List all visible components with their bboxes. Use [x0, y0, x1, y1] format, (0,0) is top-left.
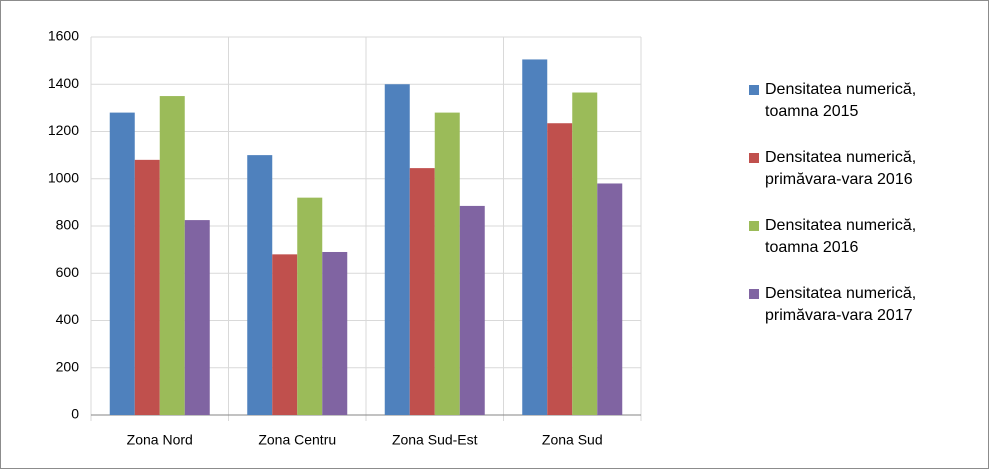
- y-tick-label: 200: [56, 358, 80, 374]
- bar: [522, 59, 548, 415]
- y-tick-label: 800: [56, 217, 80, 233]
- bar: [597, 183, 623, 415]
- bar: [134, 159, 160, 415]
- bar: [159, 96, 185, 415]
- legend-swatch: [749, 289, 759, 299]
- y-tick-label: 1600: [48, 28, 79, 44]
- bar: [409, 168, 435, 415]
- bar: [384, 84, 410, 415]
- legend-label: Densitatea numerică, toamna 2015: [765, 81, 917, 120]
- x-tick-label: Zona Sud-Est: [392, 432, 478, 448]
- bar: [109, 112, 135, 415]
- bar: [247, 155, 273, 415]
- legend-item: Densitatea numerică, primăvara-vara 2016: [749, 147, 979, 215]
- y-tick-label: 0: [71, 406, 79, 422]
- legend-item: Densitatea numerică, toamna 2016: [749, 215, 979, 283]
- y-tick-label: 600: [56, 264, 80, 280]
- legend-swatch: [749, 153, 759, 163]
- y-tick-label: 1200: [48, 122, 79, 138]
- legend-label: Densitatea numerică, primăvara-vara 2017: [765, 285, 917, 324]
- bar: [547, 123, 573, 415]
- x-tick-label: Zona Nord: [127, 432, 193, 448]
- y-tick-label: 1000: [48, 169, 79, 185]
- legend-swatch: [749, 85, 759, 95]
- bar: [322, 251, 348, 415]
- legend-label: Densitatea numerică, toamna 2016: [765, 217, 917, 256]
- bar: [459, 205, 485, 415]
- x-tick-label: Zona Centru: [258, 432, 336, 448]
- legend-swatch: [749, 221, 759, 231]
- x-tick-label: Zona Sud: [542, 432, 603, 448]
- y-tick-label: 400: [56, 311, 80, 327]
- bar: [572, 92, 598, 416]
- legend: Densitatea numerică, toamna 2015 Densitat…: [749, 79, 979, 351]
- bar: [434, 112, 460, 415]
- legend-item: Densitatea numerică, primăvara-vara 2017: [749, 283, 979, 351]
- y-tick-label: 1400: [48, 75, 79, 91]
- legend-item: Densitatea numerică, toamna 2015: [749, 79, 979, 147]
- bar: [297, 197, 323, 415]
- bar: [184, 220, 210, 415]
- legend-label: Densitatea numerică, primăvara-vara 2016: [765, 149, 917, 188]
- bar: [272, 254, 298, 415]
